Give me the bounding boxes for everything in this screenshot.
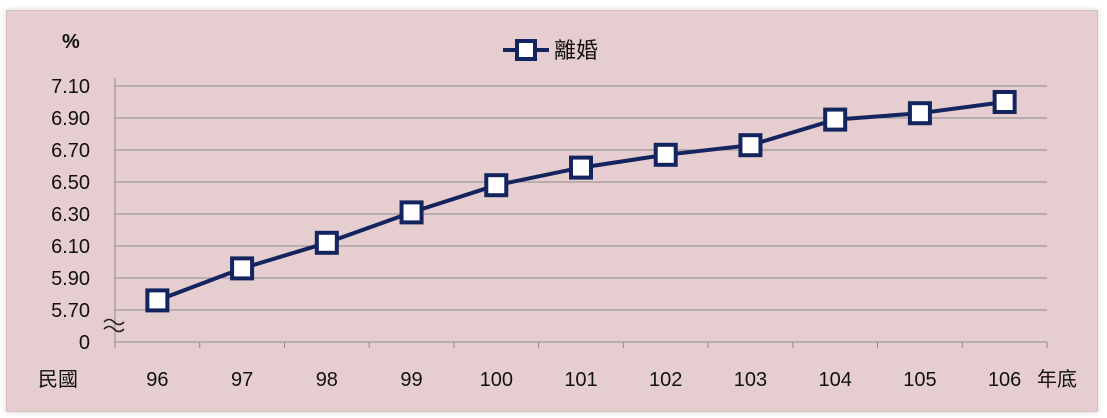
x-tick-label: 99: [400, 369, 422, 391]
x-tick-label: 96: [146, 369, 168, 391]
x-tick-label: 105: [903, 369, 936, 391]
data-point-marker: [145, 288, 170, 313]
x-tick-label: 103: [734, 369, 767, 391]
x-tick-label: 101: [564, 369, 597, 391]
x-axis-prefix-label: 民國: [38, 367, 78, 391]
y-tick-label: 6.10: [51, 236, 90, 258]
x-tick-labels: 96 97 98 99 100 101 102 103 104 105 106: [146, 369, 1021, 391]
legend-marker-icon: [515, 39, 537, 61]
data-point-marker: [230, 256, 255, 281]
data-point-marker: [399, 200, 424, 225]
axis-break-icon: [103, 318, 125, 333]
y-tick-label: 6.70: [51, 140, 90, 162]
series-line: [156, 100, 1005, 303]
x-tick-label: 98: [316, 369, 338, 391]
series-line-path: [156, 100, 1005, 303]
data-point-marker: [907, 101, 932, 126]
y-tick-label: 6.30: [51, 204, 90, 226]
chart-frame: [6, 10, 1098, 412]
series-markers: [145, 90, 1017, 313]
y-tick-label: 7.10: [51, 76, 90, 98]
y-tick-label: 0: [79, 332, 90, 354]
legend: 離婚: [503, 39, 598, 64]
data-point-marker: [314, 230, 339, 255]
y-tick-label: 6.90: [51, 108, 90, 130]
gridlines: [115, 85, 1047, 311]
data-point-marker: [992, 90, 1017, 114]
y-tick-label: 6.50: [51, 172, 90, 194]
data-point-marker: [484, 173, 509, 198]
data-point-marker: [653, 142, 678, 167]
axes: [103, 78, 1048, 348]
data-point-marker: [569, 155, 593, 180]
x-axis-suffix-label: 年底: [1037, 367, 1077, 391]
x-tick-label: 106: [988, 369, 1021, 391]
data-point-marker: [823, 107, 848, 132]
y-tick-labels: 7.10 6.90 6.70 6.50 6.30 6.10 5.90 5.70 0: [51, 76, 90, 354]
x-tick-label: 100: [480, 369, 513, 391]
y-tick-label: 5.90: [51, 268, 90, 290]
x-tick-label: 102: [649, 369, 682, 391]
data-point-marker: [738, 133, 763, 158]
y-axis-label: %: [62, 31, 80, 53]
legend-label: 離婚: [554, 39, 598, 64]
x-tick-label: 97: [231, 369, 253, 391]
y-tick-label: 5.70: [51, 300, 90, 322]
x-tick-label: 104: [818, 369, 851, 391]
